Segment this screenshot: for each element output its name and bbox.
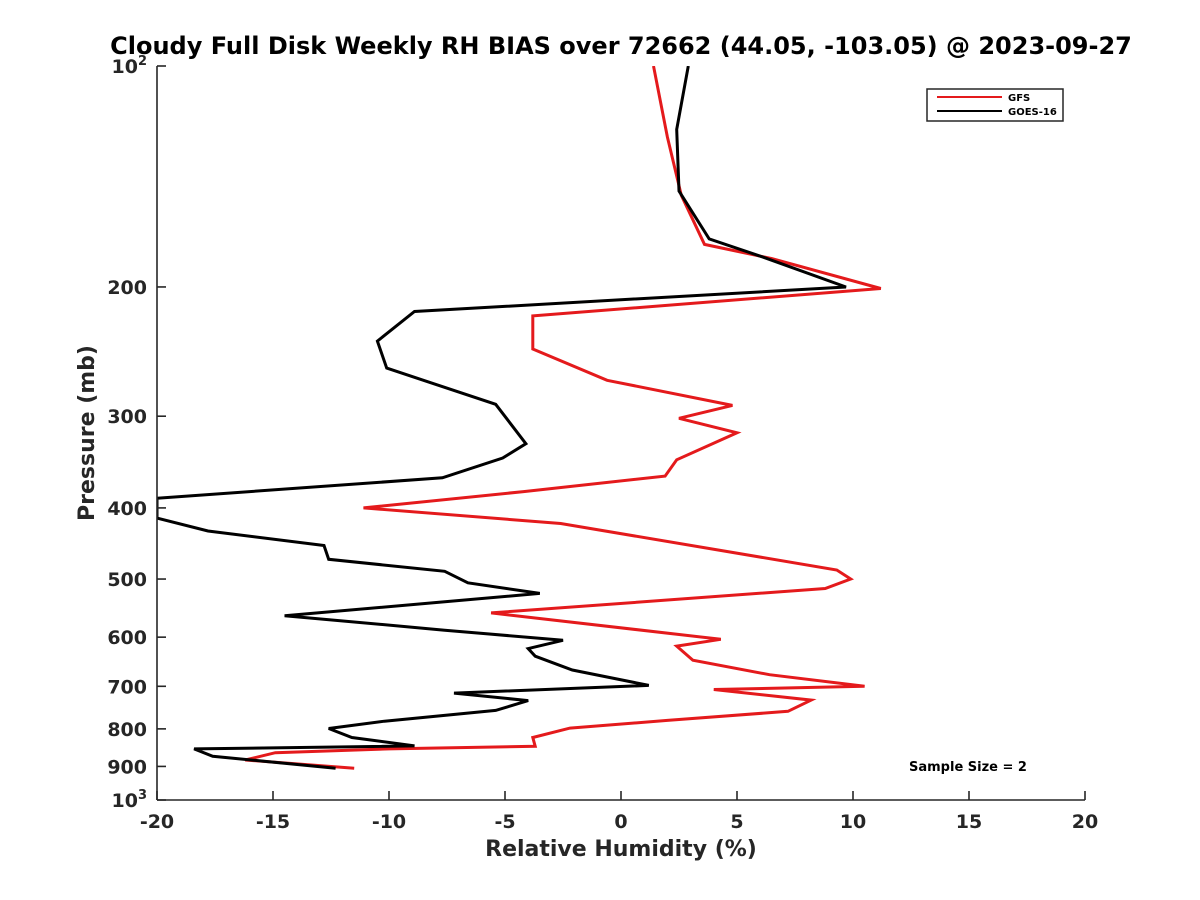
x-tick-label: 5	[730, 811, 743, 833]
series-line-goes16	[157, 66, 847, 770]
x-tick-label: -10	[372, 811, 406, 833]
chart-title: Cloudy Full Disk Weekly RH BIAS over 726…	[110, 32, 1132, 60]
legend-box	[926, 88, 1064, 122]
y-tick-label: 102	[112, 54, 148, 78]
x-tick-label: -5	[494, 811, 515, 833]
y-tick-label: 103	[112, 788, 148, 812]
legend-label-goes16: GOES-16	[1008, 107, 1057, 118]
x-tick-label: 15	[956, 811, 982, 833]
y-tick-label: 800	[107, 719, 147, 741]
series-line-gfs	[244, 66, 882, 770]
y-ticks: 102 200 300 400 500 600 700 800 900 103	[107, 54, 166, 812]
x-tick-label: 10	[840, 811, 866, 833]
x-axis-label: Relative Humidity (%)	[485, 837, 757, 862]
series-layer	[157, 66, 882, 770]
y-tick-label: 500	[107, 569, 147, 591]
y-axis-label: Pressure (mb)	[75, 345, 100, 521]
y-tick-label: 400	[107, 498, 147, 520]
y-tick-label: 600	[107, 627, 147, 649]
sample-size-annotation: Sample Size = 2	[909, 760, 1027, 775]
x-tick-label: -15	[256, 811, 290, 833]
x-tick-label: 20	[1072, 811, 1098, 833]
plot-area	[157, 66, 1085, 800]
y-tick-label: 200	[107, 277, 147, 299]
legend-label-gfs: GFS	[1008, 93, 1030, 104]
y-tick-label: 700	[107, 676, 147, 698]
legend: GFS GOES-16	[926, 88, 1064, 122]
x-tick-label: 0	[614, 811, 627, 833]
y-tick-label: 900	[107, 756, 147, 778]
x-tick-label: -20	[140, 811, 174, 833]
x-ticks: -20 -15 -10 -5 0 5 10 15 20	[140, 791, 1098, 833]
y-tick-label: 300	[107, 406, 147, 428]
